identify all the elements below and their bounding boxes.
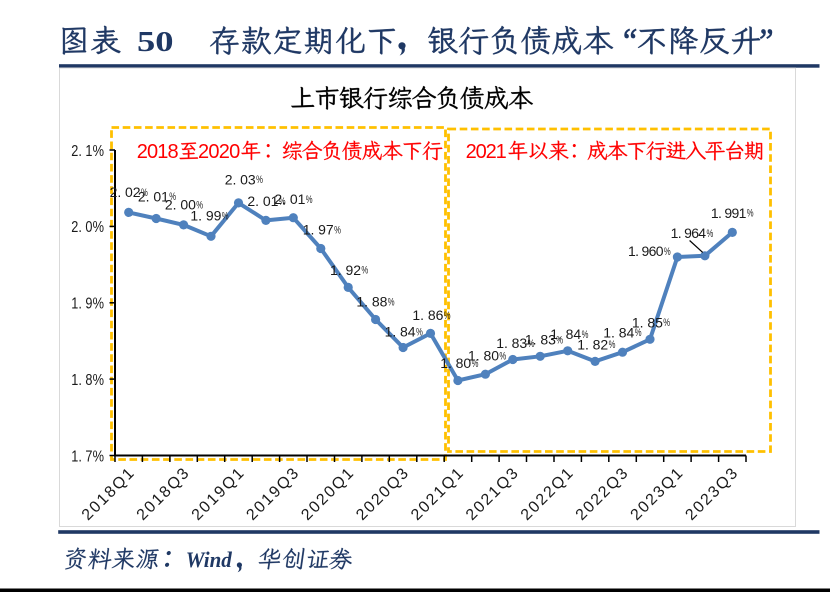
svg-text:1. 9: 1. 9	[71, 296, 92, 313]
svg-text:%: %	[93, 296, 104, 313]
svg-text:1. 960: 1. 960	[628, 243, 664, 259]
svg-text:%: %	[556, 334, 563, 346]
svg-text:%: %	[93, 448, 104, 465]
svg-text:2. 0: 2. 0	[71, 219, 92, 236]
svg-text:2. 02: 2. 02	[110, 184, 141, 200]
svg-text:%: %	[93, 143, 104, 160]
svg-text:1. 92: 1. 92	[330, 262, 361, 278]
svg-text:1. 80: 1. 80	[468, 348, 499, 364]
svg-text:%: %	[169, 191, 176, 203]
svg-text:1. 80: 1. 80	[440, 355, 471, 371]
svg-text:1. 85: 1. 85	[632, 314, 663, 330]
svg-text:1. 84: 1. 84	[385, 324, 416, 340]
svg-text:%: %	[306, 194, 313, 206]
svg-text:2. 01: 2. 01	[247, 193, 278, 209]
svg-text:%: %	[334, 225, 341, 237]
svg-text:%: %	[499, 351, 506, 363]
svg-text:%: %	[663, 317, 670, 329]
svg-text:2020: 2020	[198, 141, 240, 163]
svg-text:%: %	[93, 219, 104, 236]
svg-text:2. 00: 2. 00	[165, 197, 196, 213]
svg-text:1. 83: 1. 83	[496, 335, 527, 351]
svg-text:%: %	[664, 246, 671, 258]
svg-text:2. 01: 2. 01	[274, 191, 305, 207]
svg-text:2. 01: 2. 01	[138, 188, 169, 204]
svg-text:%: %	[279, 196, 286, 208]
svg-text:%: %	[416, 327, 423, 339]
svg-text:%: %	[609, 339, 616, 351]
svg-text:1. 82: 1. 82	[577, 336, 608, 352]
svg-text:1. 99: 1. 99	[190, 208, 221, 224]
svg-text:1. 8: 1. 8	[71, 372, 92, 389]
svg-text:%: %	[635, 327, 642, 339]
svg-text:%: %	[444, 310, 451, 322]
svg-text:50: 50	[137, 26, 174, 58]
svg-text:1. 86: 1. 86	[412, 307, 443, 323]
svg-text:%: %	[361, 265, 368, 277]
svg-text:%: %	[747, 208, 754, 220]
svg-text:2021: 2021	[466, 141, 507, 163]
svg-text:%: %	[196, 199, 203, 211]
svg-text:1. 84: 1. 84	[550, 326, 581, 342]
svg-text:2. 03: 2. 03	[225, 171, 256, 187]
svg-text:%: %	[582, 329, 589, 341]
svg-text:%: %	[141, 187, 148, 199]
svg-text:%: %	[93, 372, 104, 389]
svg-text:1. 97: 1. 97	[303, 222, 334, 238]
svg-text:1. 84: 1. 84	[603, 324, 634, 340]
svg-text:%: %	[256, 174, 263, 186]
svg-text:2. 1: 2. 1	[71, 143, 92, 160]
svg-text:1. 7: 1. 7	[71, 448, 92, 465]
svg-text:1. 964: 1. 964	[671, 225, 707, 241]
svg-text:%: %	[707, 228, 714, 240]
svg-text:%: %	[222, 210, 229, 222]
svg-text:%: %	[472, 358, 479, 370]
svg-text:%: %	[388, 296, 395, 308]
svg-text:%: %	[528, 338, 535, 350]
svg-text:1. 88: 1. 88	[356, 294, 387, 310]
svg-text:2018: 2018	[137, 141, 179, 163]
svg-text:1. 83: 1. 83	[525, 332, 556, 348]
svg-text:Wind: Wind	[186, 547, 233, 572]
svg-text:1. 991: 1. 991	[711, 205, 747, 221]
